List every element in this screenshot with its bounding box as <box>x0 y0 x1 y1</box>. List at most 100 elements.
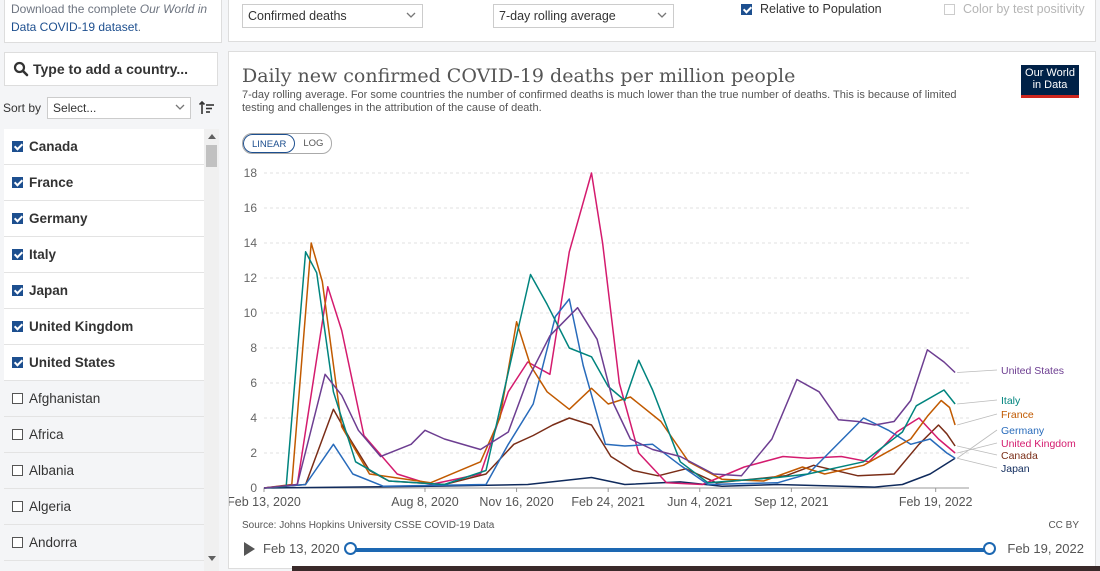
country-label: Italy <box>29 247 57 262</box>
y-tick-label: 0 <box>250 481 257 495</box>
country-option[interactable]: France <box>4 165 204 201</box>
series-line <box>263 172 956 489</box>
checkbox-unchecked[interactable] <box>12 501 23 512</box>
series-line <box>263 242 956 489</box>
play-icon[interactable] <box>244 542 255 556</box>
series-line <box>263 457 956 489</box>
country-option[interactable]: Albania <box>4 453 204 489</box>
sort-by-value: Select... <box>53 101 97 115</box>
download-italic: Our World in <box>139 2 208 16</box>
checkbox-unchecked[interactable] <box>12 393 23 404</box>
y-tick-label: 18 <box>244 166 258 180</box>
license-label[interactable]: CC BY <box>1048 520 1079 531</box>
checkbox-checked[interactable] <box>12 177 23 188</box>
search-icon <box>13 61 29 77</box>
country-option[interactable]: Algeria <box>4 489 204 525</box>
series-end-label: Germany <box>1001 425 1045 437</box>
series-end-label: Italy <box>1001 395 1021 407</box>
country-option[interactable]: Andorra <box>4 525 204 561</box>
country-label: Algeria <box>29 499 72 514</box>
x-tick-label: Nov 16, 2020 <box>479 495 553 509</box>
y-tick-label: 8 <box>250 341 257 355</box>
country-option[interactable]: United States <box>4 345 204 381</box>
country-label: United States <box>29 355 116 370</box>
checkbox-checked[interactable] <box>12 249 23 260</box>
country-label: France <box>29 175 74 190</box>
label-leader <box>957 457 998 469</box>
country-option[interactable]: United Kingdom <box>4 309 204 345</box>
interval-dropdown[interactable]: 7-day rolling average <box>493 4 674 28</box>
checkbox-checked[interactable] <box>741 3 752 15</box>
series-end-label: United States <box>1001 365 1064 377</box>
download-notice: Download the complete Our World in Data C… <box>4 0 222 43</box>
scroll-down-icon[interactable] <box>208 556 216 561</box>
checkbox-unchecked[interactable] <box>12 429 23 440</box>
checkbox-checked[interactable] <box>12 285 23 296</box>
timeline-start-date: Feb 13, 2020 <box>263 541 340 556</box>
series-end-label: Japan <box>1001 463 1030 475</box>
timeline-start-handle[interactable] <box>344 542 357 555</box>
country-option[interactable]: Africa <box>4 417 204 453</box>
country-option[interactable]: Afghanistan <box>4 381 204 417</box>
label-leader <box>956 429 998 459</box>
y-tick-label: 4 <box>250 411 257 425</box>
country-label: Canada <box>29 139 78 154</box>
sort-by-select[interactable]: Select... <box>47 97 192 119</box>
checkbox-checked[interactable] <box>12 321 23 332</box>
series-end-label: United Kingdom <box>1001 438 1076 450</box>
sort-by-label: Sort by <box>3 101 42 115</box>
chart-source: Source: Johns Hopkins University CSSE CO… <box>242 520 495 531</box>
x-tick-label: Sep 12, 2021 <box>754 495 828 509</box>
checkbox-unchecked[interactable] <box>12 465 23 476</box>
owid-logo[interactable]: Our World in Data <box>1021 65 1079 98</box>
timeline-track[interactable] <box>350 548 990 552</box>
checkbox-checked[interactable] <box>12 357 23 368</box>
label-leader <box>957 442 998 454</box>
line-chart: 0 2 4 6 8 10 12 14 16 18 Feb 13, 2020 Aug 8, 2020 No… <box>229 166 1076 509</box>
download-pre: Download the complete <box>11 2 140 16</box>
country-option[interactable]: Japan <box>4 273 204 309</box>
log-scale-button[interactable]: LOG <box>303 138 324 149</box>
country-list: Canada France Germany Italy Japan United King… <box>4 129 204 571</box>
country-list-scrollbar[interactable] <box>204 129 219 571</box>
chart-title: Daily new confirmed COVID-19 deaths per … <box>242 65 796 87</box>
label-leader <box>957 445 998 456</box>
linear-scale-button[interactable]: LINEAR <box>243 134 296 153</box>
timeline-end-handle[interactable] <box>983 542 996 555</box>
timeline-end-date: Feb 19, 2022 <box>1007 541 1084 556</box>
chevron-down-icon <box>175 104 185 110</box>
country-search-input[interactable]: Type to add a country... <box>4 52 218 86</box>
label-leader <box>957 413 998 426</box>
download-link[interactable]: Data COVID-19 dataset <box>11 20 138 34</box>
country-label: Japan <box>29 283 69 298</box>
country-option[interactable]: Germany <box>4 201 204 237</box>
country-label: Albania <box>29 463 75 478</box>
country-option[interactable]: Canada <box>4 129 204 165</box>
y-tick-label: 6 <box>250 376 257 390</box>
controls-bar: Confirmed deaths 7-day rolling average R… <box>228 0 1096 42</box>
checkbox-unchecked[interactable] <box>12 537 23 548</box>
metric-dropdown[interactable]: Confirmed deaths <box>242 4 423 28</box>
country-label: Afghanistan <box>29 391 101 406</box>
scrollbar-thumb[interactable] <box>206 145 217 167</box>
checkbox-unchecked[interactable] <box>944 3 955 15</box>
y-tick-label: 10 <box>244 306 258 320</box>
sort-by-row: Sort by Select... <box>3 96 223 120</box>
country-option[interactable]: Italy <box>4 237 204 273</box>
sort-order-icon[interactable] <box>199 100 215 116</box>
search-placeholder: Type to add a country... <box>33 61 189 77</box>
y-tick-label: 14 <box>244 236 258 250</box>
scroll-up-icon[interactable] <box>208 134 216 139</box>
series-end-label: Canada <box>1001 450 1038 462</box>
label-leader <box>957 369 998 373</box>
checkbox-checked[interactable] <box>12 141 23 152</box>
checkbox-checked[interactable] <box>12 213 23 224</box>
series-line <box>263 298 956 489</box>
relative-to-population-checkbox[interactable]: Relative to Population <box>741 2 882 16</box>
country-label: United Kingdom <box>29 319 134 334</box>
country-label: Germany <box>29 211 88 226</box>
color-by-test-positivity-checkbox[interactable]: Color by test positivity <box>944 2 1085 16</box>
country-label: Andorra <box>29 535 78 550</box>
x-tick-label: Jun 4, 2021 <box>667 495 732 509</box>
chart-subtitle: 7-day rolling average. For some countrie… <box>242 89 957 114</box>
